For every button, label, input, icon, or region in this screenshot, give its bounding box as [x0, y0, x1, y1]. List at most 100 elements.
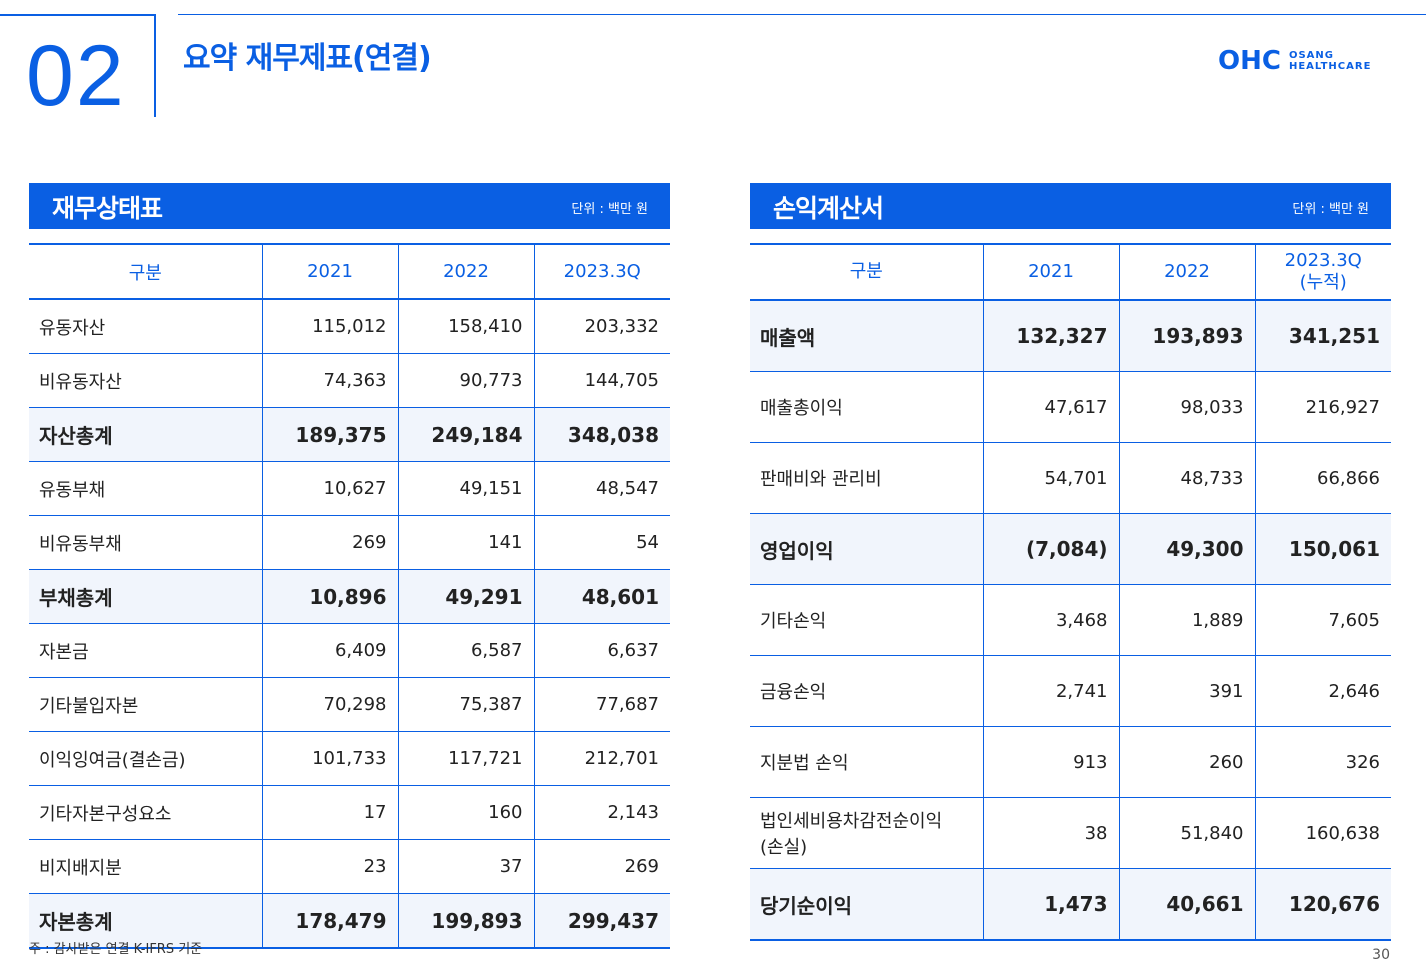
cell-value: 132,327 [982, 300, 1119, 372]
footnote: 주 : 감사받은 연결 K-IFRS 기준 [29, 942, 203, 957]
row-label-text: 당기순이익 [760, 893, 852, 918]
row-label: 매출액 [750, 300, 983, 372]
cell-value: 49,151 [397, 461, 534, 516]
cell-value: (7,084) [982, 513, 1119, 585]
row-label: 이익잉여금(결손금) [29, 731, 262, 786]
table-row: 매출액 132,327 193,893 341,251 [750, 300, 1391, 372]
column-header: 2022 [1118, 243, 1255, 301]
table-row: 유동부채 10,627 49,151 48,547 [29, 461, 670, 516]
cell-value: 40,661 [1118, 868, 1255, 941]
cell-value: 23 [261, 839, 398, 894]
table-row: 이익잉여금(결손금) 101,733 117,721 212,701 [29, 731, 670, 786]
column-header: 구분 [29, 243, 262, 300]
row-label: 영업이익 [750, 513, 983, 585]
cell-value: 10,627 [261, 461, 398, 516]
table-row: 비유동자산 74,363 90,773 144,705 [29, 353, 670, 408]
table-header-row: 구분 2021 2022 2023.3Q [29, 243, 670, 300]
table-row: 판매비와 관리비 54,701 48,733 66,866 [750, 442, 1391, 514]
row-label-text: 기타손익 [760, 611, 827, 632]
table-row: 법인세비용차감전순이익 (손실) 38 51,840 160,638 [750, 797, 1391, 869]
cell-value: 203,332 [533, 299, 670, 354]
table-row: 매출총이익 47,617 98,033 216,927 [750, 371, 1391, 443]
cell-value: 212,701 [533, 731, 670, 786]
page-number: 30 [1372, 947, 1390, 963]
ohc-logo: OHC OSANG HEALTHCARE [1218, 46, 1371, 76]
cell-value: 6,409 [261, 623, 398, 678]
cell-value: 48,733 [1118, 442, 1255, 514]
row-label-text: 영업이익 [760, 538, 834, 563]
row-label: 기타불입자본 [29, 677, 262, 732]
row-label: 비유동자산 [29, 353, 262, 408]
table-row: 비유동부채 269 141 54 [29, 515, 670, 570]
cell-value: 913 [982, 726, 1119, 798]
column-header: 구분 [750, 243, 983, 301]
cell-value: 7,605 [1254, 584, 1391, 656]
cell-value: 51,840 [1118, 797, 1255, 869]
column-header-line1: 2023.3Q [1284, 250, 1362, 271]
cell-value: 348,038 [533, 407, 670, 462]
logo-text: OSANG HEALTHCARE [1289, 50, 1371, 72]
balance-sheet-unit: 단위 : 백만 원 [571, 202, 648, 217]
balance-sheet-table: 구분 2021 2022 2023.3Q 유동자산 115,012 158,410 2… [29, 243, 670, 949]
row-label: 비유동부채 [29, 515, 262, 570]
top-rule-right [178, 14, 1426, 15]
cell-value: 144,705 [533, 353, 670, 408]
row-label: 자본금 [29, 623, 262, 678]
income-statement-title: 손익계산서 [773, 194, 884, 223]
cell-value: 260 [1118, 726, 1255, 798]
row-label-text: 이익잉여금(결손금) [39, 749, 186, 771]
cell-value: 1,889 [1118, 584, 1255, 656]
row-label-text: 부채총계 [39, 586, 113, 610]
cell-value: 54,701 [982, 442, 1119, 514]
row-label-text: 기타불입자본 [39, 695, 139, 717]
cell-value: 1,473 [982, 868, 1119, 941]
row-label: 유동부채 [29, 461, 262, 516]
cell-value: 269 [261, 515, 398, 570]
logo-line1: OSANG [1288, 50, 1334, 61]
balance-sheet-panel: 재무상태표 단위 : 백만 원 구분 2021 2022 2023.3Q 유동자… [29, 183, 670, 949]
table-row: 금융손익 2,741 391 2,646 [750, 655, 1391, 727]
row-label: 기타손익 [750, 584, 983, 656]
cell-value: 37 [397, 839, 534, 894]
cell-value: 2,646 [1254, 655, 1391, 727]
cell-value: 299,437 [533, 893, 670, 949]
cell-value: 10,896 [261, 569, 398, 624]
cell-value: 66,866 [1254, 442, 1391, 514]
section-divider [154, 14, 156, 117]
cell-value: 3,468 [982, 584, 1119, 656]
column-header: 2021 [982, 243, 1119, 301]
section-number: 02 [26, 28, 126, 124]
row-label-text: 자본총계 [39, 910, 113, 934]
row-label: 법인세비용차감전순이익 (손실) [750, 797, 983, 869]
column-header-line2: (누적) [1299, 272, 1347, 293]
cell-value: 77,687 [533, 677, 670, 732]
cell-value: 98,033 [1118, 371, 1255, 443]
top-rule-left [0, 14, 155, 16]
table-row: 지분법 손익 913 260 326 [750, 726, 1391, 798]
table-row: 당기순이익 1,473 40,661 120,676 [750, 868, 1391, 941]
row-label: 판매비와 관리비 [750, 442, 983, 514]
table-row: 기타불입자본 70,298 75,387 77,687 [29, 677, 670, 732]
column-header: 2023.3Q (누적) [1254, 243, 1391, 301]
table-row: 비지배지분 23 37 269 [29, 839, 670, 894]
table-header-row: 구분 2021 2022 2023.3Q (누적) [750, 243, 1391, 301]
row-label-text: 자산총계 [39, 424, 113, 448]
row-label-text: 비유동자산 [39, 371, 122, 393]
cell-value: 160 [397, 785, 534, 840]
row-label: 당기순이익 [750, 868, 983, 941]
column-header: 2023.3Q [533, 243, 670, 300]
row-label-text: 자본금 [39, 641, 89, 663]
row-label: 자산총계 [29, 407, 262, 462]
cell-value: 90,773 [397, 353, 534, 408]
cell-value: 38 [982, 797, 1119, 869]
cell-value: 141 [397, 515, 534, 570]
cell-value: 326 [1254, 726, 1391, 798]
table-row: 자본총계 178,479 199,893 299,437 [29, 893, 670, 949]
row-label-text: 비유동부채 [39, 533, 122, 555]
cell-value: 48,547 [533, 461, 670, 516]
cell-value: 75,387 [397, 677, 534, 732]
cell-value: 47,617 [982, 371, 1119, 443]
logo-line2: HEALTHCARE [1288, 61, 1372, 72]
row-label: 유동자산 [29, 299, 262, 354]
row-label: 기타자본구성요소 [29, 785, 262, 840]
